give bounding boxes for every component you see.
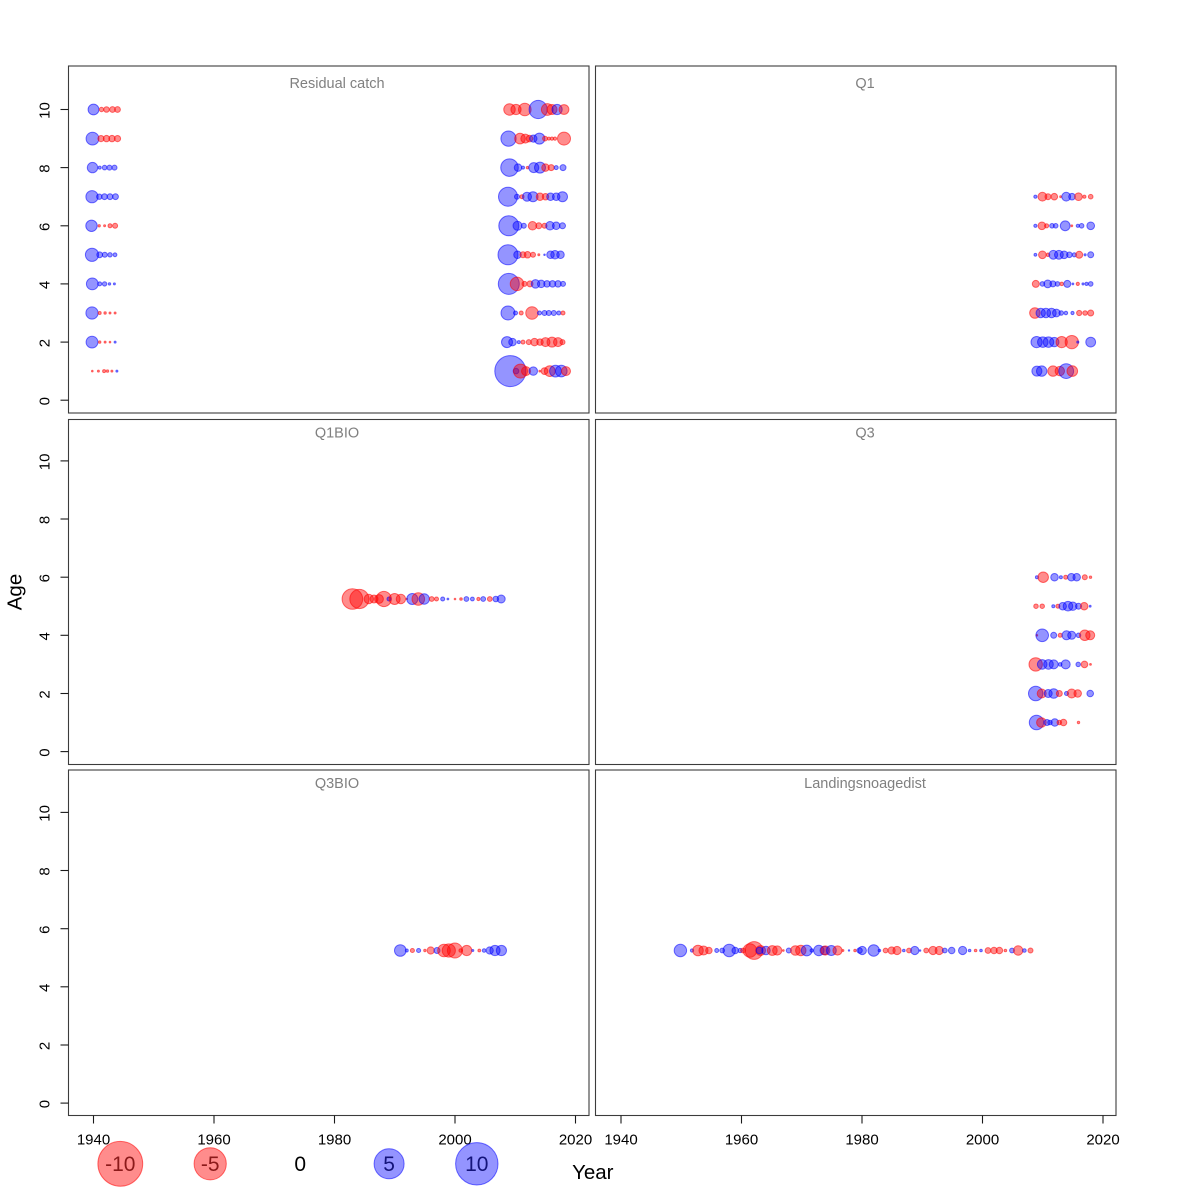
svg-text:8: 8 [37, 164, 54, 172]
svg-text:4: 4 [37, 281, 54, 289]
svg-text:4: 4 [37, 632, 54, 640]
svg-text:2: 2 [37, 690, 54, 698]
svg-text:4: 4 [37, 984, 54, 992]
svg-text:Landingsnoagedist: Landingsnoagedist [804, 776, 926, 792]
svg-text:2020: 2020 [1086, 1132, 1119, 1149]
svg-text:2: 2 [37, 339, 54, 347]
svg-text:2000: 2000 [438, 1132, 471, 1149]
svg-text:-5: -5 [201, 1153, 220, 1176]
svg-text:0: 0 [37, 397, 54, 405]
svg-text:10: 10 [37, 805, 54, 822]
svg-text:2: 2 [37, 1042, 54, 1050]
svg-text:1980: 1980 [845, 1132, 878, 1149]
svg-text:8: 8 [37, 516, 54, 524]
svg-text:6: 6 [37, 223, 54, 231]
svg-text:2000: 2000 [966, 1132, 999, 1149]
svg-text:1940: 1940 [77, 1132, 110, 1149]
svg-text:10: 10 [37, 102, 54, 119]
svg-text:6: 6 [37, 926, 54, 934]
svg-text:0: 0 [37, 748, 54, 756]
svg-text:5: 5 [383, 1153, 395, 1176]
svg-text:Year: Year [572, 1161, 614, 1184]
svg-text:Q3BIO: Q3BIO [315, 776, 359, 792]
svg-text:Age: Age [4, 574, 27, 610]
svg-text:2020: 2020 [559, 1132, 592, 1149]
svg-text:10: 10 [37, 454, 54, 471]
svg-text:-10: -10 [105, 1153, 135, 1176]
svg-text:Q1: Q1 [855, 76, 874, 92]
svg-text:Q1BIO: Q1BIO [315, 426, 359, 442]
svg-text:0: 0 [294, 1153, 306, 1176]
svg-text:Residual catch: Residual catch [289, 76, 384, 92]
svg-text:1940: 1940 [604, 1132, 637, 1149]
svg-text:0: 0 [37, 1100, 54, 1108]
svg-text:1960: 1960 [725, 1132, 758, 1149]
svg-text:1960: 1960 [197, 1132, 230, 1149]
svg-text:1980: 1980 [318, 1132, 351, 1149]
svg-text:6: 6 [37, 574, 54, 582]
svg-text:Q3: Q3 [855, 426, 874, 442]
svg-text:8: 8 [37, 867, 54, 875]
svg-text:10: 10 [465, 1153, 488, 1176]
